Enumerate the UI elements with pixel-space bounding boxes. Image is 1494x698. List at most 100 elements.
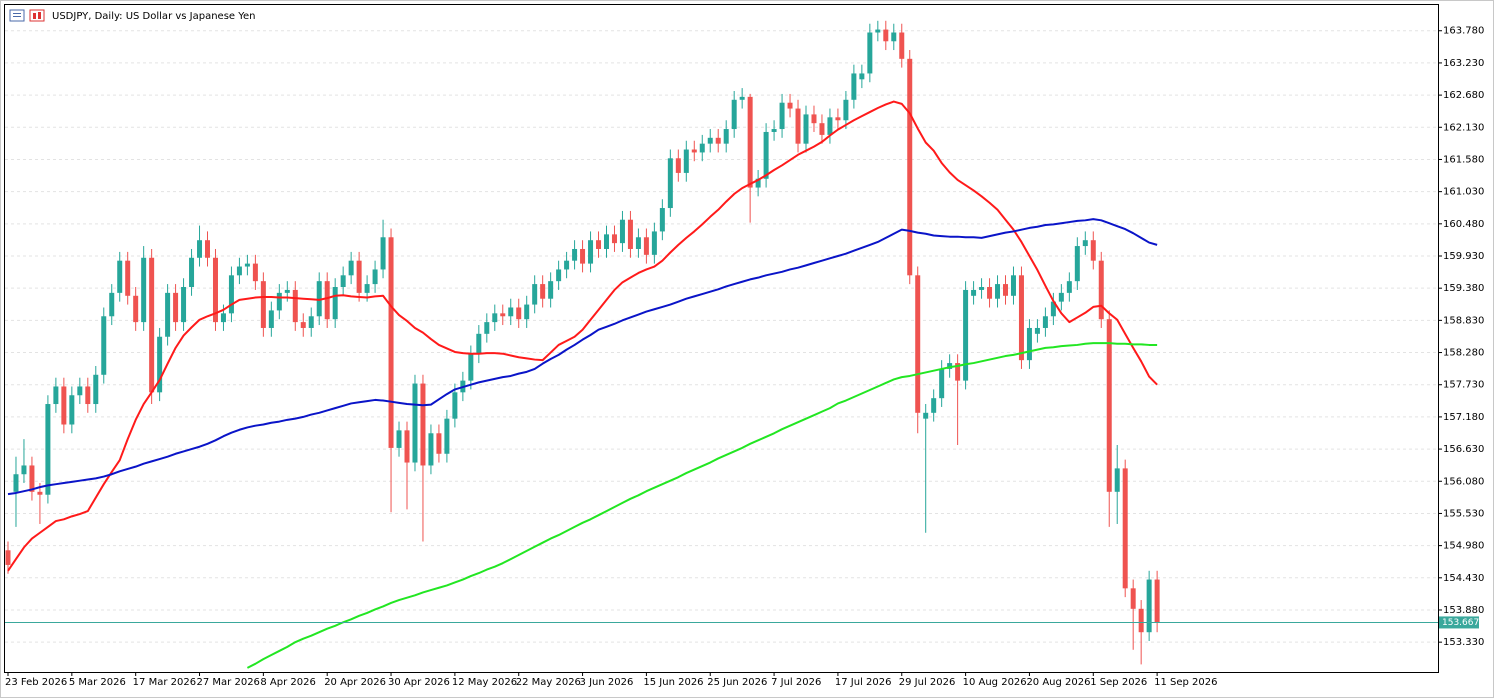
candle-body [181,287,187,323]
candles [5,20,1160,665]
candle-body [252,263,258,282]
candle-body [1146,579,1152,633]
candle-body [1098,260,1104,320]
candle-body [364,284,370,293]
candle-body [867,32,873,74]
candle-body [1058,292,1064,302]
candle-body [971,289,977,296]
moving-average [7,100,1158,572]
x-tick-label: 10 Aug 2026 [963,677,1027,688]
candle-body [101,316,107,375]
candle-body [396,430,402,448]
candle-body [197,240,203,258]
candle-body [899,32,905,59]
candle-body [13,474,19,492]
candle-body [955,363,961,381]
x-tick-label: 15 Jun 2026 [643,677,703,688]
x-tick-label: 11 Sep 2026 [1154,677,1217,688]
candle-body [476,333,482,355]
candle-body [540,284,546,299]
candle-body [819,123,825,135]
candle-body [77,386,83,396]
candle-body [1114,468,1120,492]
candle-body [149,257,155,393]
candle-body [308,316,314,328]
candle-body [588,240,594,264]
candle-body [125,260,131,296]
icon-list [9,9,25,22]
candle-body [1130,588,1136,609]
last-price-label: 153.667 [1442,618,1479,628]
candle-body [1090,240,1096,261]
y-tick-label: 161.030 [1443,187,1484,198]
candle-body [29,465,35,492]
candle-body [683,149,689,173]
moving-average [7,218,1158,496]
candle-body [755,178,761,188]
candle-body [963,289,969,381]
candle-body [348,260,354,276]
candle-body [380,237,386,270]
candle-body [5,550,11,565]
candle-body [212,257,218,323]
candle-body [1026,327,1032,361]
candle-body [356,260,362,293]
y-tick-label: 156.630 [1443,444,1484,455]
candle-body [1154,579,1160,623]
candle-body [611,234,617,244]
plot-area [4,4,1439,673]
candle-body [500,313,506,317]
candle-body [556,269,562,282]
candle-body [803,114,809,144]
y-tick-label: 159.930 [1443,251,1484,262]
candle-body [1138,608,1144,633]
x-tick-label: 17 Mar 2026 [133,677,196,688]
y-tick-label: 158.830 [1443,315,1484,326]
x-tick-label: 8 Apr 2026 [260,677,315,688]
candle-body [157,336,163,393]
y-tick-label: 162.130 [1443,122,1484,133]
candle-body [651,231,657,255]
candle-body [260,281,266,328]
candle-body [604,234,609,249]
candle-body [715,137,721,144]
candle-body [388,237,394,448]
x-tick-label: 27 Mar 2026 [197,677,260,688]
candle-body [205,240,210,258]
x-tick-label: 29 Jul 2026 [899,677,956,688]
candle-body [45,404,51,495]
x-tick-label: 20 Aug 2026 [1026,677,1090,688]
candle-body [292,289,298,323]
candle-body [220,313,226,323]
candle-body [835,117,841,121]
x-tick-label: 22 May 2026 [516,677,581,688]
x-tick-label: 23 Feb 2026 [5,677,67,688]
candle-body [109,292,115,317]
candle-body [699,143,705,153]
candle-body [420,383,426,466]
candle-body [1050,301,1056,317]
candle-body [85,386,91,405]
candle-body [244,263,250,267]
candle-body [1122,468,1128,589]
candle-body [843,99,849,121]
y-tick-label: 155.530 [1443,508,1484,519]
candle-body [572,248,578,261]
candle-body [931,398,937,413]
candle-body [763,131,769,179]
candle-body [436,433,442,454]
candle-body [1034,327,1040,334]
candle-body [268,310,274,328]
candle-body [875,29,881,33]
candle-body [1082,240,1088,247]
candle-body [508,307,514,317]
candle-body [947,363,953,369]
candle-body [284,289,290,293]
y-tick-label: 157.180 [1443,412,1484,423]
candle-body [939,368,945,399]
candle-body [627,219,633,249]
candle-body [93,374,99,405]
candle-body [1106,319,1112,492]
x-tick-label: 30 Apr 2026 [388,677,450,688]
candle-body [923,412,929,419]
